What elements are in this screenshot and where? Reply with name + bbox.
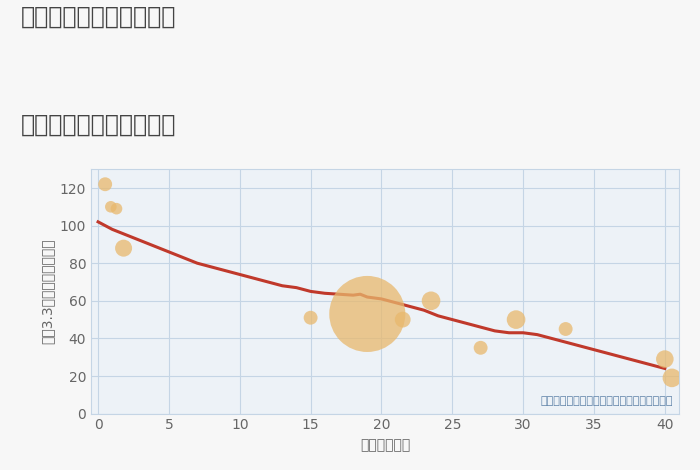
Point [99, 180, 111, 188]
Point [111, 205, 122, 212]
Y-axis label: 坪（3.3㎡）単価（万円）: 坪（3.3㎡）単価（万円） [40, 239, 54, 344]
Text: 築年数別中古戸建て価格: 築年数別中古戸建て価格 [21, 113, 176, 137]
Point [362, 310, 373, 318]
Point [659, 355, 671, 363]
X-axis label: 築年数（年）: 築年数（年） [360, 438, 410, 452]
Point [305, 314, 316, 321]
Point [105, 203, 116, 211]
Point [560, 325, 571, 333]
Point [118, 244, 130, 252]
Text: 三重県四日市市羽津中の: 三重県四日市市羽津中の [21, 5, 176, 29]
Point [666, 374, 678, 382]
Point [426, 297, 437, 305]
Point [510, 316, 522, 323]
Point [475, 344, 486, 352]
Point [397, 316, 408, 323]
Text: 円の大きさは、取引のあった物件面積を示す: 円の大きさは、取引のあった物件面積を示す [540, 396, 673, 406]
